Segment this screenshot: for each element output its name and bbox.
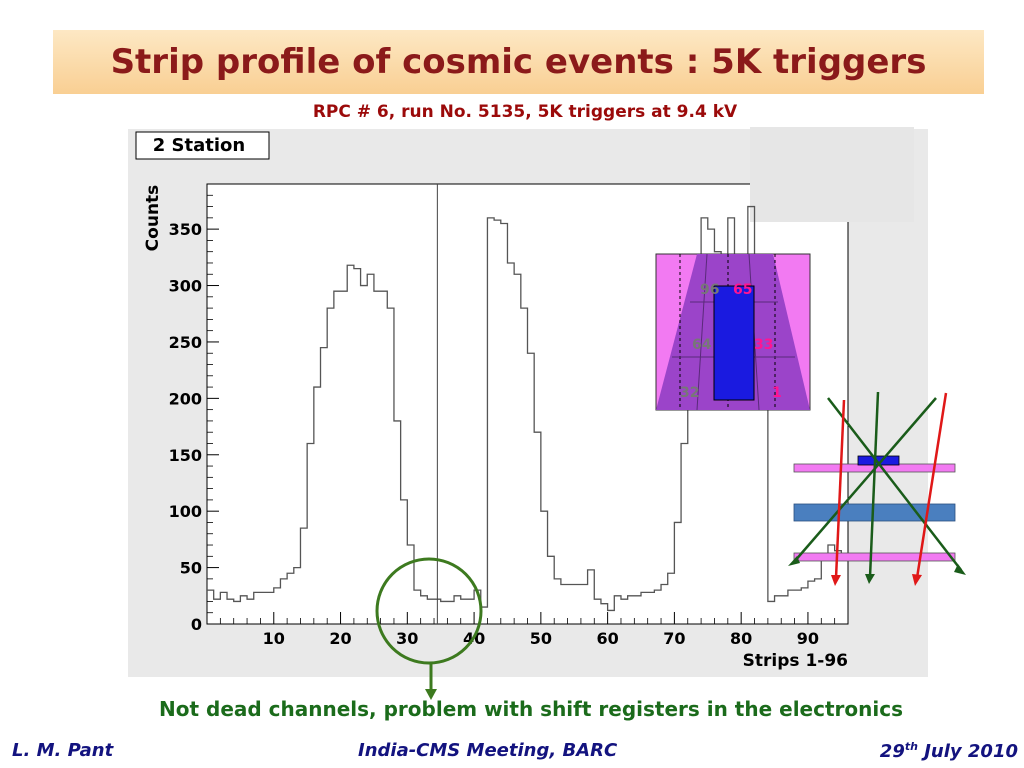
axis-ticks	[207, 183, 849, 625]
track-line-green	[868, 391, 880, 578]
x-tick-label: 80	[730, 629, 752, 648]
track-line-red	[915, 392, 948, 579]
arrow-head-icon	[865, 574, 875, 584]
y-tick-label: 350	[169, 220, 202, 239]
track-line-red	[834, 399, 846, 579]
annotation-highlight	[375, 557, 483, 700]
y-axis-label: Counts	[143, 185, 163, 252]
histogram-title-box: 2 Station	[135, 131, 270, 160]
footer-date-rest: July 2010	[917, 741, 1018, 762]
strip-label: 33	[754, 337, 773, 353]
slide-title: Strip profile of cosmic events : 5K trig…	[110, 42, 927, 82]
histogram-title: 2 Station	[153, 135, 245, 156]
y-tick-label: 100	[169, 502, 202, 521]
x-tick-label: 70	[663, 629, 685, 648]
rpc-under-test	[793, 503, 956, 522]
x-tick-label: 60	[596, 629, 618, 648]
x-tick-label: 90	[797, 629, 819, 648]
x-tick-label: 10	[263, 629, 285, 648]
strip-label: 32	[680, 385, 699, 401]
annotation-note: Not dead channels, problem with shift re…	[159, 697, 903, 721]
footer-event: India-CMS Meeting, BARC	[358, 740, 618, 761]
cosmic-track-diagram	[788, 391, 966, 586]
strip-label: 96	[700, 282, 719, 298]
y-tick-label: 300	[169, 277, 202, 296]
strip-label: 65	[733, 282, 752, 298]
arrow-head-icon	[831, 575, 841, 586]
y-tick-label: 150	[169, 446, 202, 465]
y-tick-label: 250	[169, 333, 202, 352]
detector-layout-inset: 96 65 64 33 32 1	[655, 253, 811, 411]
scintillator-paddle	[713, 285, 755, 401]
y-tick-label: 50	[180, 559, 202, 578]
track-line-green	[793, 397, 937, 563]
arrow-head-icon	[912, 574, 922, 586]
y-tick-label: 200	[169, 389, 202, 408]
arrow-head-icon	[788, 556, 800, 566]
footer-date-suffix: th	[904, 740, 918, 753]
strip-divider	[696, 253, 708, 411]
y-tick-label: 0	[191, 615, 202, 634]
footer-date: 29th July 2010	[880, 740, 1018, 762]
strip-label: 1	[772, 385, 782, 401]
slide-subtitle: RPC # 6, run No. 5135, 5K triggers at 9.…	[312, 102, 738, 122]
arrow-head-icon	[954, 564, 966, 575]
stats-box	[750, 127, 914, 222]
x-tick-label: 20	[329, 629, 351, 648]
arrow-head-icon	[425, 689, 437, 700]
rpc-layer-bottom	[793, 552, 956, 562]
x-axis-label: Strips 1-96	[743, 651, 848, 671]
footer-date-day: 29	[879, 741, 905, 762]
title-bar: Strip profile of cosmic events : 5K trig…	[53, 30, 984, 94]
track-line-green	[827, 397, 962, 571]
strip-label: 64	[692, 337, 712, 353]
x-tick-label: 30	[396, 629, 418, 648]
footer-author: L. M. Pant	[12, 740, 114, 761]
highlight-circle	[375, 557, 483, 665]
x-tick-label: 50	[530, 629, 552, 648]
title-box-frame	[135, 131, 270, 160]
